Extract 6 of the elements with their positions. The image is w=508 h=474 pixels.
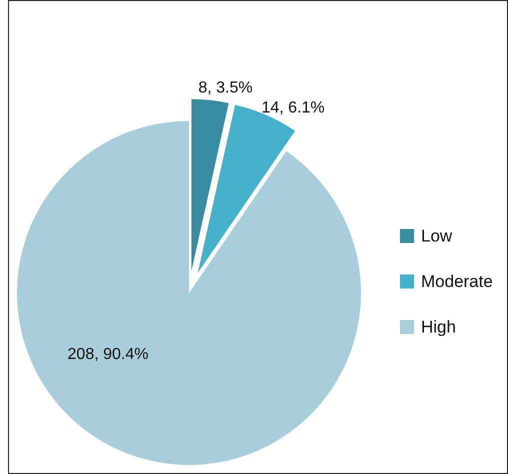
legend-label: Low: [421, 226, 453, 246]
data-label: 208, 90.4%: [68, 346, 148, 364]
legend-label: High: [421, 317, 456, 336]
data-label: 14, 6.1%: [261, 99, 325, 116]
legend-label: Moderate: [421, 272, 493, 291]
data-label: 8, 3.5%: [198, 79, 253, 96]
